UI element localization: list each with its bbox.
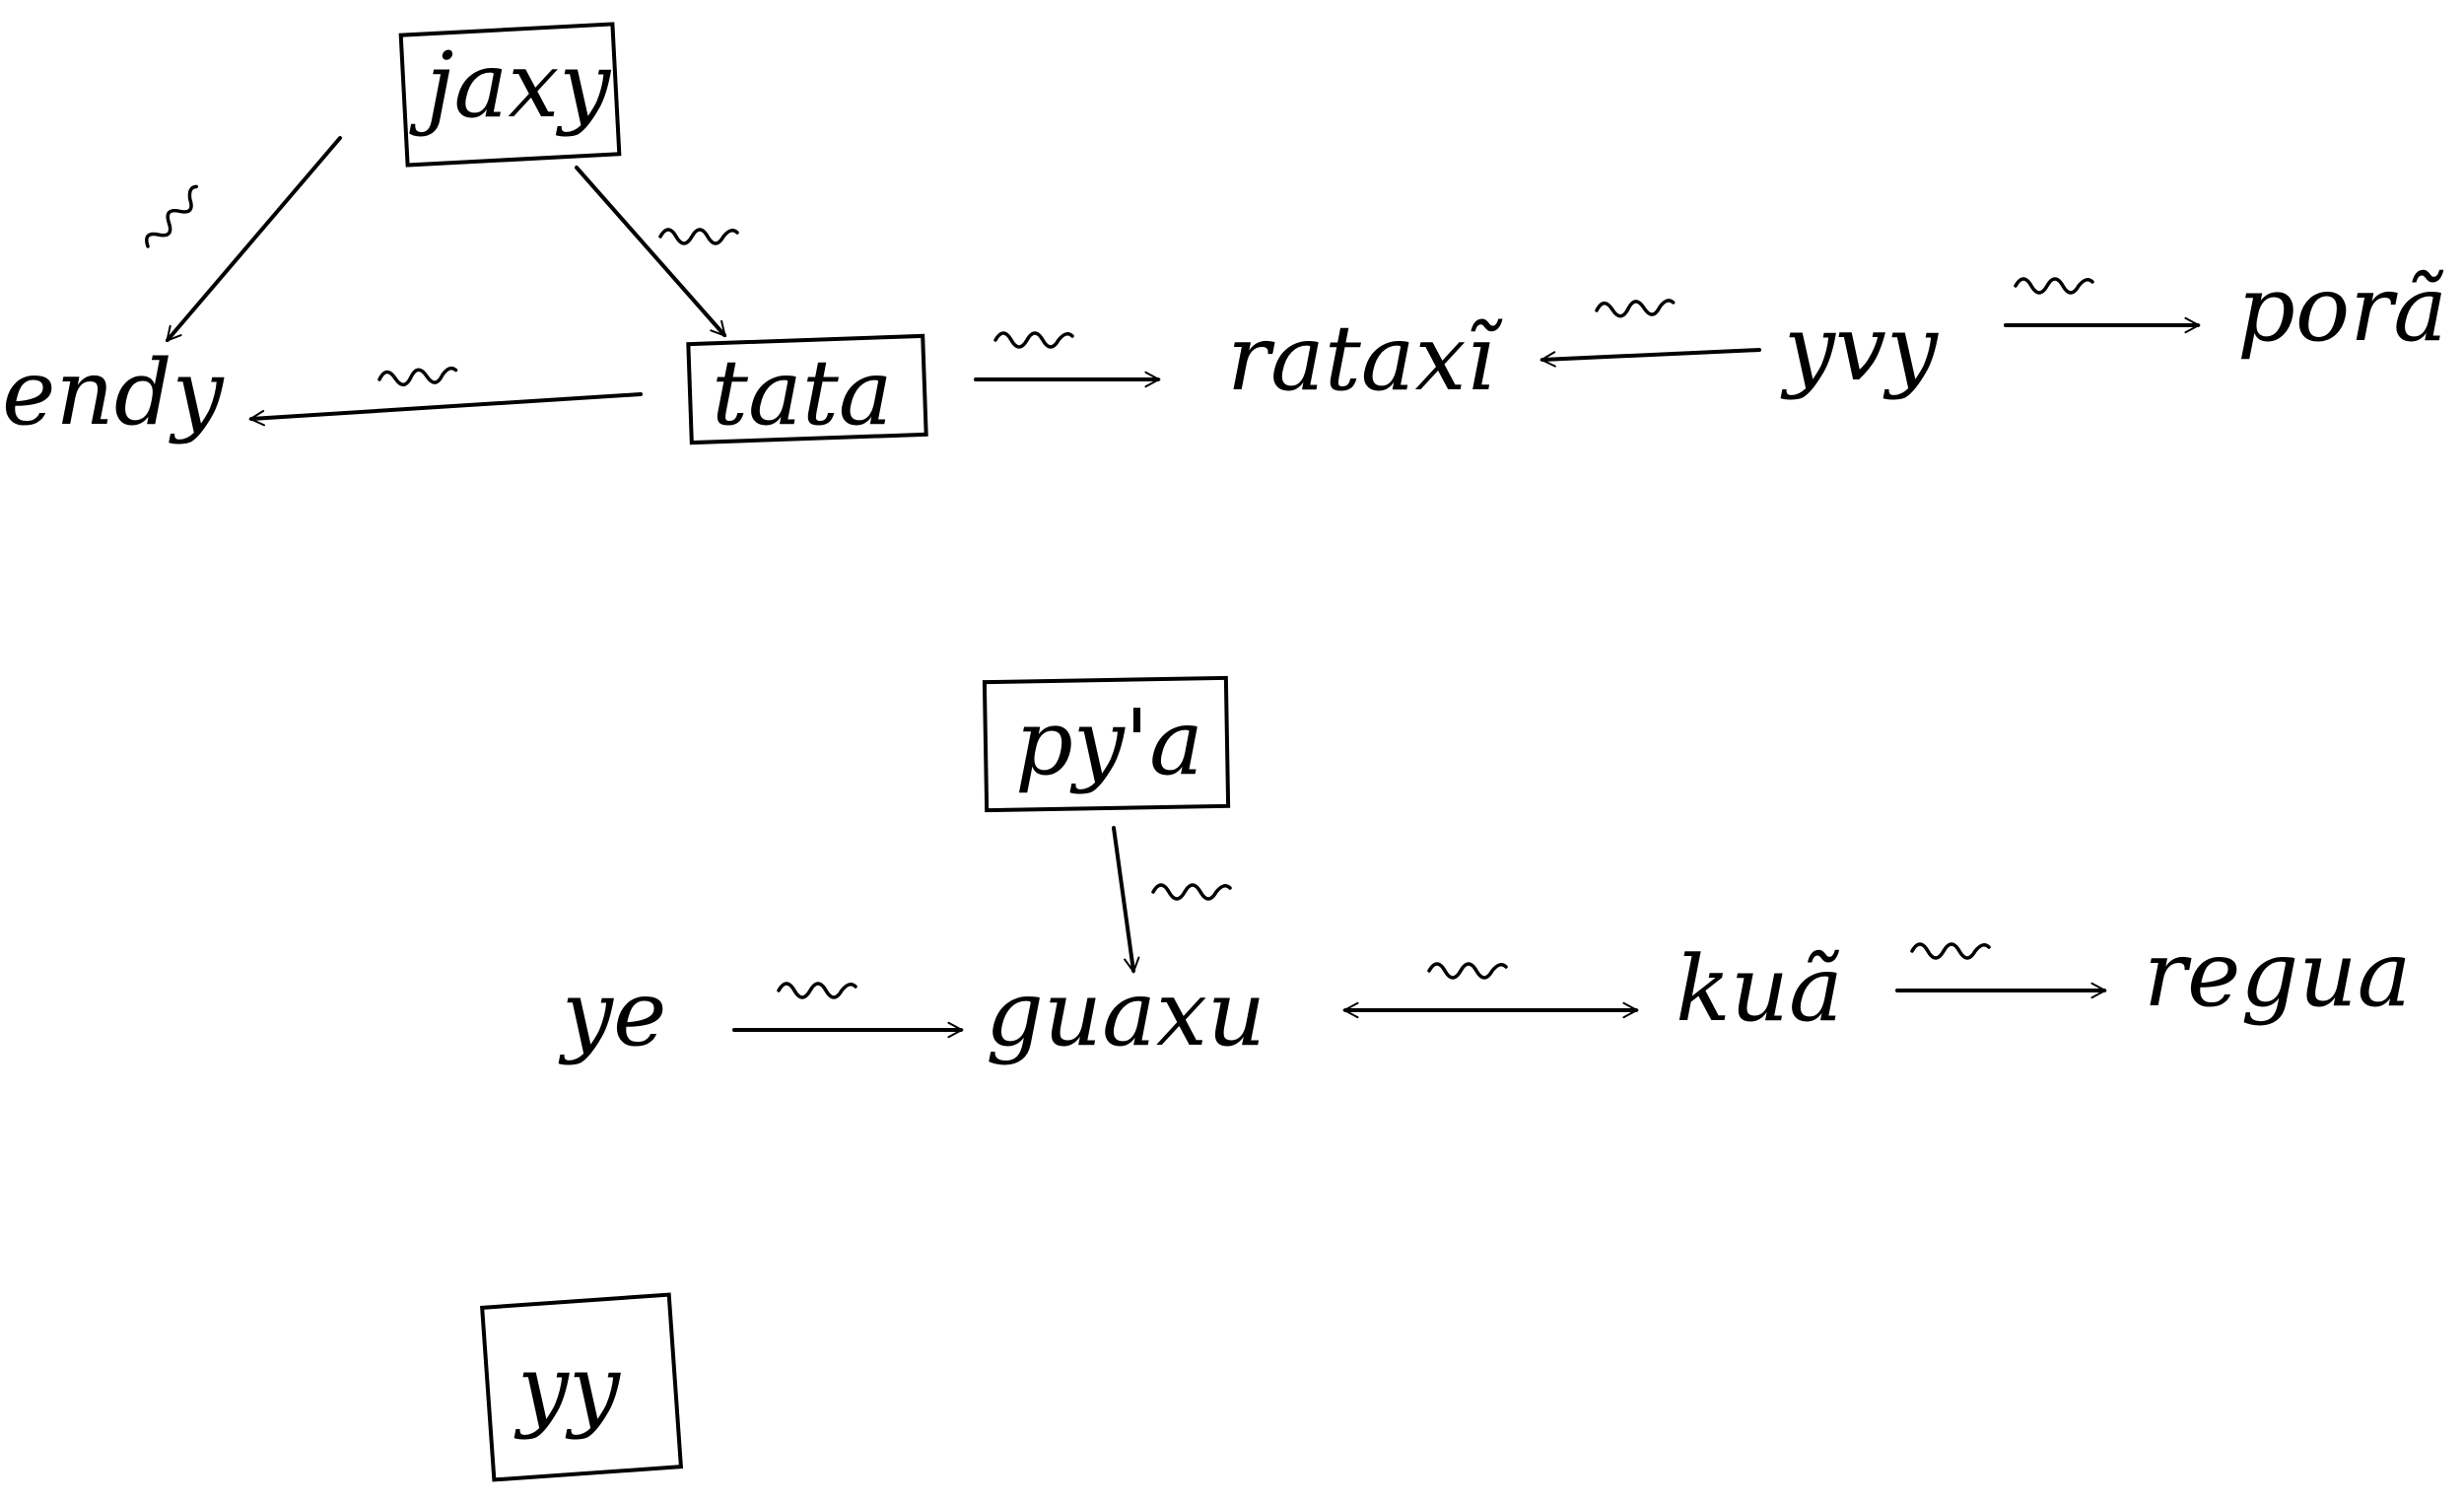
node-endy: endy xyxy=(2,340,225,445)
node-label-rataxi: rataxĩ xyxy=(1227,306,1503,411)
edge-pya-guaxu xyxy=(1112,826,1232,974)
node-label-ye: ye xyxy=(558,961,666,1066)
edges-layer xyxy=(145,136,2202,1039)
squiggle-mark-tata-rataxi xyxy=(993,331,1074,349)
squiggle-mark-tata-endy xyxy=(377,366,458,387)
squiggle-mark-yvy-rataxi xyxy=(1595,299,1676,318)
edge-yvy-pora xyxy=(2004,277,2202,334)
node-label-yvy: yvy xyxy=(1780,296,1939,401)
node-label-pya: py'a xyxy=(1015,690,1203,795)
node-label-tata: tata xyxy=(712,340,893,445)
node-yvy: yvy xyxy=(1780,296,1939,401)
arrow-jaxy-endy xyxy=(166,136,342,343)
node-regua: regua xyxy=(2144,922,2411,1027)
edge-yvy-rataxi xyxy=(1539,299,1761,368)
node-jaxy: jaxy xyxy=(398,22,622,168)
edge-ye-guaxu xyxy=(732,982,965,1039)
node-label-yy: yy xyxy=(513,1335,621,1441)
edge-jaxy-tata xyxy=(575,166,739,338)
squiggle-mark-jaxy-endy xyxy=(145,184,198,248)
node-label-endy: endy xyxy=(2,340,225,445)
node-ye: ye xyxy=(558,961,666,1066)
node-label-jaxy: jaxy xyxy=(409,33,611,138)
node-rataxi: rataxĩ xyxy=(1227,306,1503,411)
arrow-pya-guaxu xyxy=(1112,826,1140,974)
edge-tata-endy xyxy=(248,366,643,427)
arrow-jaxy-tata xyxy=(575,166,726,338)
node-pya: py'a xyxy=(982,675,1231,813)
squiggle-mark-ye-guaxu xyxy=(777,982,857,999)
squiggle-mark-jaxy-tata xyxy=(658,228,739,245)
node-yy: yy xyxy=(480,1292,684,1482)
node-box-yy xyxy=(480,1292,684,1482)
node-tata: tata xyxy=(686,333,928,445)
node-pora: porã xyxy=(2237,256,2447,362)
node-label-kua: kuã xyxy=(1676,936,1843,1042)
edge-tata-rataxi xyxy=(974,331,1162,388)
node-guaxu: guaxu xyxy=(986,961,1266,1066)
node-label-pora: porã xyxy=(2237,256,2447,362)
edge-guaxu-kua xyxy=(1341,962,1640,1019)
squiggle-mark-guaxu-kua xyxy=(1427,962,1508,980)
edge-kua-regua xyxy=(1895,942,2108,999)
arrow-tata-endy xyxy=(248,392,643,427)
node-label-guaxu: guaxu xyxy=(986,961,1266,1066)
squiggle-mark-kua-regua xyxy=(1910,942,1991,960)
node-kua: kuã xyxy=(1676,936,1843,1042)
nodes-layer: jaxy endy tata rataxĩ yvy porã py'a ye g… xyxy=(2,22,2447,1482)
edge-jaxy-endy xyxy=(145,136,342,343)
arrow-yvy-rataxi xyxy=(1539,348,1761,368)
node-label-regua: regua xyxy=(2144,922,2411,1027)
squiggle-mark-yvy-pora xyxy=(2014,277,2094,295)
squiggle-mark-pya-guaxu xyxy=(1151,883,1232,901)
node-box-jaxy xyxy=(398,22,622,168)
node-box-pya xyxy=(982,675,1231,813)
node-box-tata xyxy=(686,333,928,445)
